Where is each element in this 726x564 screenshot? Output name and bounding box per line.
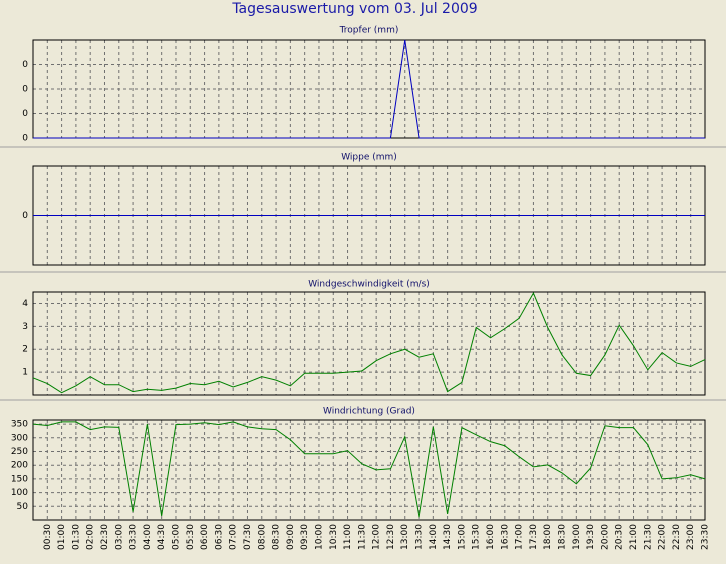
y-tick-label: 1 <box>22 368 28 378</box>
x-tick-label: 09:00 <box>286 524 296 550</box>
x-tick-label: 11:30 <box>357 524 367 550</box>
x-tick-label: 14:30 <box>443 524 453 550</box>
panel-title: Windgeschwindigkeit (m/s) <box>308 280 430 290</box>
x-tick-label: 12:00 <box>372 524 382 550</box>
data-line <box>32 292 706 394</box>
y-tick-label: 350 <box>11 420 28 430</box>
y-tick-label: 200 <box>11 461 28 471</box>
x-tick-label: 01:30 <box>71 524 81 550</box>
y-tick-label: 100 <box>11 488 28 498</box>
y-tick-label: 3 <box>22 322 28 332</box>
x-tick-label: 06:00 <box>200 524 210 550</box>
x-tick-label: 18:00 <box>543 524 553 550</box>
x-tick-label: 03:30 <box>129 524 139 550</box>
x-tick-label: 12:30 <box>386 524 396 550</box>
x-tick-label: 04:00 <box>143 524 153 550</box>
x-tick-label: 22:00 <box>658 524 668 550</box>
x-tick-label: 04:30 <box>157 524 167 550</box>
x-tick-label: 08:30 <box>272 524 282 550</box>
y-tick-label: 0 <box>22 211 28 221</box>
y-tick-label: 0 <box>22 60 28 70</box>
x-tick-label: 13:30 <box>415 524 425 550</box>
x-tick-label: 22:30 <box>672 524 682 550</box>
x-tick-label: 00:30 <box>43 524 53 550</box>
x-tick-label: 02:00 <box>86 524 96 550</box>
x-tick-label: 23:00 <box>686 524 696 550</box>
x-tick-label: 02:30 <box>100 524 110 550</box>
x-tick-label: 06:30 <box>214 524 224 550</box>
x-tick-label: 10:30 <box>329 524 339 550</box>
x-tick-label: 16:30 <box>500 524 510 550</box>
y-tick-label: 0 <box>22 134 28 144</box>
x-tick-label: 21:00 <box>629 524 639 550</box>
x-tick-label: 09:30 <box>300 524 310 550</box>
x-tick-label: 05:30 <box>186 524 196 550</box>
x-tick-label: 10:00 <box>314 524 324 550</box>
data-line <box>33 39 705 139</box>
plot-frame <box>32 291 706 396</box>
x-tick-label: 19:30 <box>586 524 596 550</box>
y-tick-label: 150 <box>11 474 28 484</box>
x-tick-label: 20:30 <box>615 524 625 550</box>
x-tick-label: 17:00 <box>515 524 525 550</box>
y-tick-label: 4 <box>22 299 28 309</box>
x-tick-label: 21:30 <box>643 524 653 550</box>
x-tick-label: 01:00 <box>57 524 67 550</box>
x-tick-label: 15:30 <box>472 524 482 550</box>
plot-frame <box>32 419 706 521</box>
panel-title: Tropfer (mm) <box>339 26 399 36</box>
x-tick-label: 03:00 <box>114 524 124 550</box>
x-tick-label: 17:30 <box>529 524 539 550</box>
x-tick-label: 16:00 <box>486 524 496 550</box>
y-tick-label: 250 <box>11 447 28 457</box>
x-tick-label: 15:00 <box>457 524 467 550</box>
x-tick-label: 19:00 <box>572 524 582 550</box>
x-tick-label: 07:30 <box>243 524 253 550</box>
x-tick-label: 13:00 <box>400 524 410 550</box>
data-line <box>32 421 706 518</box>
y-tick-label: 2 <box>22 345 28 355</box>
y-tick-label: 0 <box>22 109 28 119</box>
x-tick-label: 23:30 <box>701 524 711 550</box>
x-tick-label: 11:00 <box>343 524 353 550</box>
x-tick-label: 07:00 <box>229 524 239 550</box>
y-tick-label: 0 <box>22 85 28 95</box>
x-tick-label: 20:00 <box>600 524 610 550</box>
x-tick-label: 18:30 <box>558 524 568 550</box>
y-tick-label: 50 <box>17 502 29 512</box>
page-title: Tagesauswertung vom 03. Jul 2009 <box>231 1 477 17</box>
x-tick-label: 05:00 <box>171 524 181 550</box>
x-tick-label: 14:00 <box>429 524 439 550</box>
panel-title: Windrichtung (Grad) <box>323 407 415 417</box>
panel-title: Wippe (mm) <box>341 153 397 163</box>
x-tick-label: 08:00 <box>257 524 267 550</box>
y-tick-label: 300 <box>11 433 28 443</box>
